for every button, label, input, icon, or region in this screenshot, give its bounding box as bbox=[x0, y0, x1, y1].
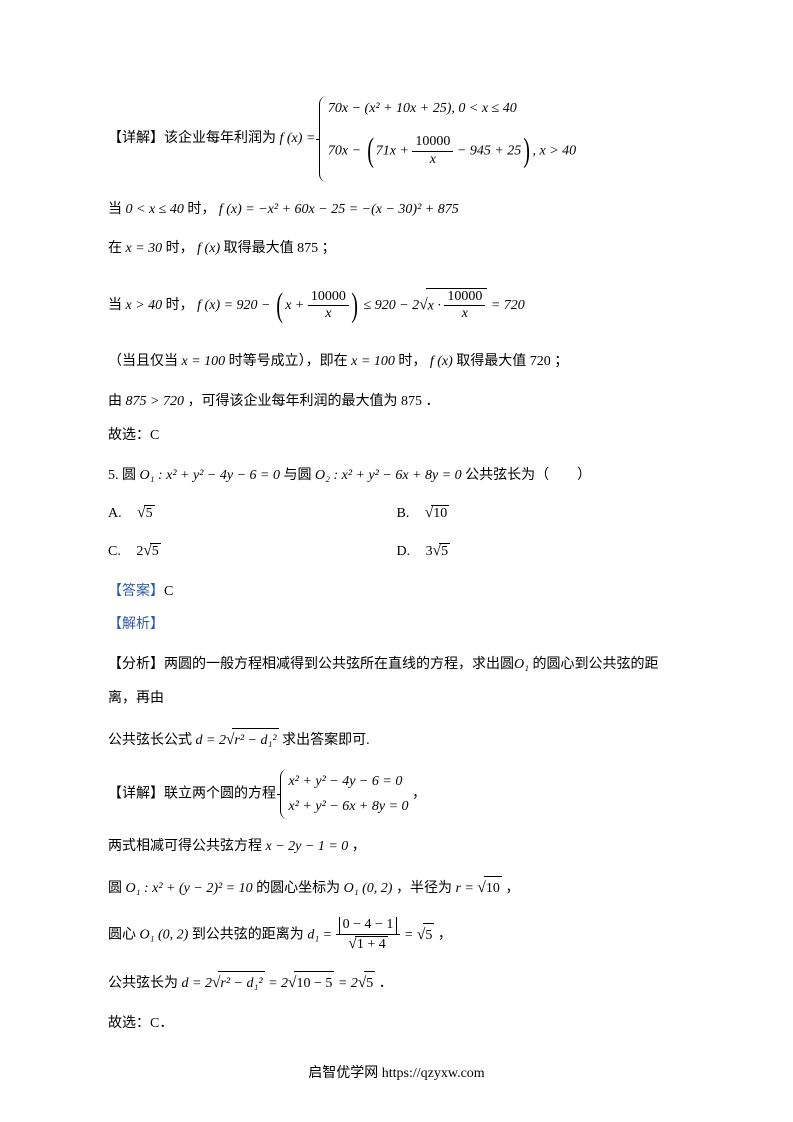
comparison: 由 875 > 720 ，可得该企业每年利润的最大值为 875 ． bbox=[108, 390, 685, 414]
sqrt-icon: 1 + 4 bbox=[348, 935, 387, 954]
chord-formula: 公共弦长公式 d = 2r² − d₁² 求出答案即可. bbox=[108, 727, 685, 753]
options-row: A. 5 B. 10 C. 25 D. 35 bbox=[108, 504, 685, 580]
analysis-text-2: 离，再由 bbox=[108, 687, 685, 711]
sqrt-icon: x · 10000x bbox=[419, 288, 487, 324]
max-at-30: 在 x = 30 时， f (x) 取得最大值 875 ； bbox=[108, 237, 685, 261]
page-footer: 启智优学网 https://qzyxw.com bbox=[0, 1062, 793, 1082]
case-le40: 当 0 < x ≤ 40 时， f (x) = −x² + 60x − 25 =… bbox=[108, 198, 685, 222]
case2: 70x − (71x + 10000x − 945 + 25), x > 40 bbox=[328, 121, 576, 181]
hence-c-2: 故选：C． bbox=[108, 1012, 685, 1036]
hence-c-1: 故选：C bbox=[108, 424, 685, 448]
option-d: D. 35 bbox=[397, 542, 686, 560]
fx-eq: f (x) = bbox=[280, 131, 316, 146]
sqrt-icon: 5 bbox=[137, 504, 154, 522]
circle-o1-info: 圆 O₁ : x² + (y − 2)² = 10 的圆心坐标为 O₁ (0, … bbox=[108, 875, 685, 901]
sqrt-icon: 5 bbox=[358, 970, 375, 996]
sqrt-icon: 10 bbox=[425, 504, 449, 522]
sqrt-icon: 10 − 5 bbox=[288, 970, 334, 996]
detail-profit-fn: 【详解】该企业每年利润为 f (x) = 70x − (x² + 10x + 2… bbox=[108, 96, 685, 182]
case1: 70x − (x² + 10x + 25), 0 < x ≤ 40 bbox=[328, 96, 576, 121]
answer-label: 【答案】C bbox=[108, 580, 685, 604]
option-a: A. 5 bbox=[108, 504, 397, 522]
sqrt-icon: 5 bbox=[433, 542, 450, 560]
question-5: 5. 圆 O₁ : x² + y² − 4y − 6 = 0 与圆 O₂ : x… bbox=[108, 464, 685, 488]
sqrt-icon: 5 bbox=[143, 542, 160, 560]
case-gt40: 当 x > 40 时， f (x) = 920 − (x + 10000x) ≤… bbox=[108, 277, 685, 334]
text: 【详解】该企业每年利润为 bbox=[108, 131, 276, 146]
chord-line-eq: 两式相减可得公共弦方程 x − 2y − 1 = 0 ， bbox=[108, 835, 685, 859]
chord-length-result: 公共弦长为 d = 2r² − d₁² = 210 − 5 = 25 ． bbox=[108, 970, 685, 996]
option-b: B. 10 bbox=[397, 504, 686, 522]
analysis-text-1: 【分析】两圆的一般方程相减得到公共弦所在直线的方程，求出圆O₁ 的圆心到公共弦的… bbox=[108, 653, 685, 677]
sqrt-icon: 5 bbox=[417, 922, 434, 948]
distance-d1: 圆心 O₁ (0, 2) 到公共弦的距离为 d₁ = 0 − 4 − 11 + … bbox=[108, 917, 685, 954]
sqrt-icon: 10 bbox=[477, 875, 501, 901]
sqrt-icon: r² − d₁² bbox=[226, 727, 279, 753]
piecewise-brace: 70x − (x² + 10x + 25), 0 < x ≤ 40 70x − … bbox=[319, 96, 576, 182]
sqrt-icon: r² − d₁² bbox=[212, 970, 265, 996]
system-brace: x² + y² − 4y − 6 = 0 x² + y² − 6x + 8y =… bbox=[280, 769, 409, 819]
detail-system: 【详解】联立两个圆的方程 x² + y² − 4y − 6 = 0 x² + y… bbox=[108, 769, 685, 819]
equality-cond: （当且仅当 x = 100 时等号成立），即在 x = 100 时， f (x)… bbox=[108, 350, 685, 374]
option-c: C. 25 bbox=[108, 542, 397, 560]
analysis-label: 【解析】 bbox=[108, 613, 685, 637]
